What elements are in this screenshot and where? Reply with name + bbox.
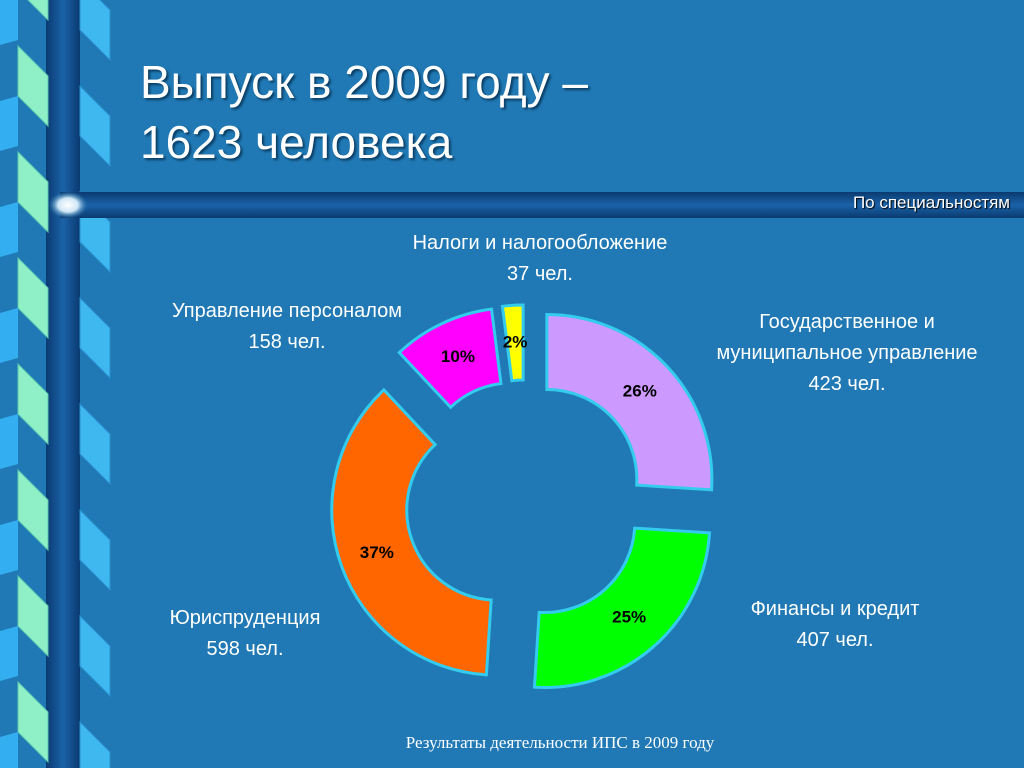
ribbon	[79, 402, 111, 486]
count-label: 407 чел.	[796, 629, 874, 651]
donut-chart: 26% 25% 37% 10% 2%	[330, 303, 714, 690]
category-label: Управление персоналом 158 чел.	[115, 296, 460, 358]
percent-label: 2%	[503, 332, 528, 351]
category-label: Государственное и муниципальное управлен…	[675, 307, 1020, 400]
ribbon	[17, 468, 49, 552]
donut-segment	[532, 526, 712, 690]
ribbon	[79, 720, 111, 768]
footer: Результаты деятельности ИПС в 2009 году	[405, 733, 715, 752]
ribbon	[17, 150, 49, 234]
vertical-pipe	[46, 0, 80, 768]
ribbon	[0, 626, 18, 681]
donut-segment	[330, 387, 493, 677]
donut-segment	[545, 312, 714, 492]
ribbon	[79, 84, 111, 168]
ribbon	[0, 414, 18, 469]
category-label: Налоги и налогообложение 37 чел.	[368, 228, 713, 290]
ribbon	[17, 574, 49, 658]
count-label: 423 чел.	[808, 373, 886, 395]
ribbon	[17, 362, 49, 446]
glow	[48, 191, 88, 219]
donut-segment	[397, 307, 503, 410]
ribbon	[0, 308, 18, 363]
ribbon	[79, 614, 111, 698]
ribbon	[17, 680, 49, 764]
title-line: Выпуск в 2009 году –	[140, 56, 588, 108]
ribbon	[0, 202, 18, 257]
percent-label: 10%	[441, 347, 475, 366]
count-label: 158 чел.	[248, 331, 326, 353]
donut-segment	[500, 303, 525, 383]
category-name: Управление персоналом	[171, 300, 403, 322]
category-name: Государственное и муниципальное управлен…	[716, 311, 978, 364]
ribbon	[0, 0, 18, 45]
ribbon	[79, 508, 111, 592]
ribbon	[17, 256, 49, 340]
ribbon	[0, 732, 18, 768]
ribbon	[17, 44, 49, 128]
ribbon	[79, 0, 111, 62]
category-label: Юриспруденция 598 чел.	[73, 603, 418, 665]
horizontal-bar	[60, 192, 1024, 218]
count-label: 598 чел.	[206, 638, 284, 660]
ribbon	[0, 520, 18, 575]
percent-label: 37%	[360, 543, 394, 562]
title-line: 1623 человека	[140, 116, 453, 168]
category-name: Налоги и налогообложение	[412, 232, 668, 254]
ribbon	[0, 96, 18, 151]
category-name: Финансы и кредит	[750, 598, 920, 620]
ribbon	[27, 0, 49, 22]
subtitle: По специальностям	[852, 193, 1010, 212]
ribbon	[79, 296, 111, 380]
count-label: 37 чел.	[507, 263, 573, 285]
percent-label: 25%	[612, 608, 646, 627]
percent-label: 26%	[623, 382, 657, 401]
category-name: Юриспруденция	[169, 607, 321, 629]
category-label: Финансы и кредит 407 чел.	[663, 594, 1008, 656]
